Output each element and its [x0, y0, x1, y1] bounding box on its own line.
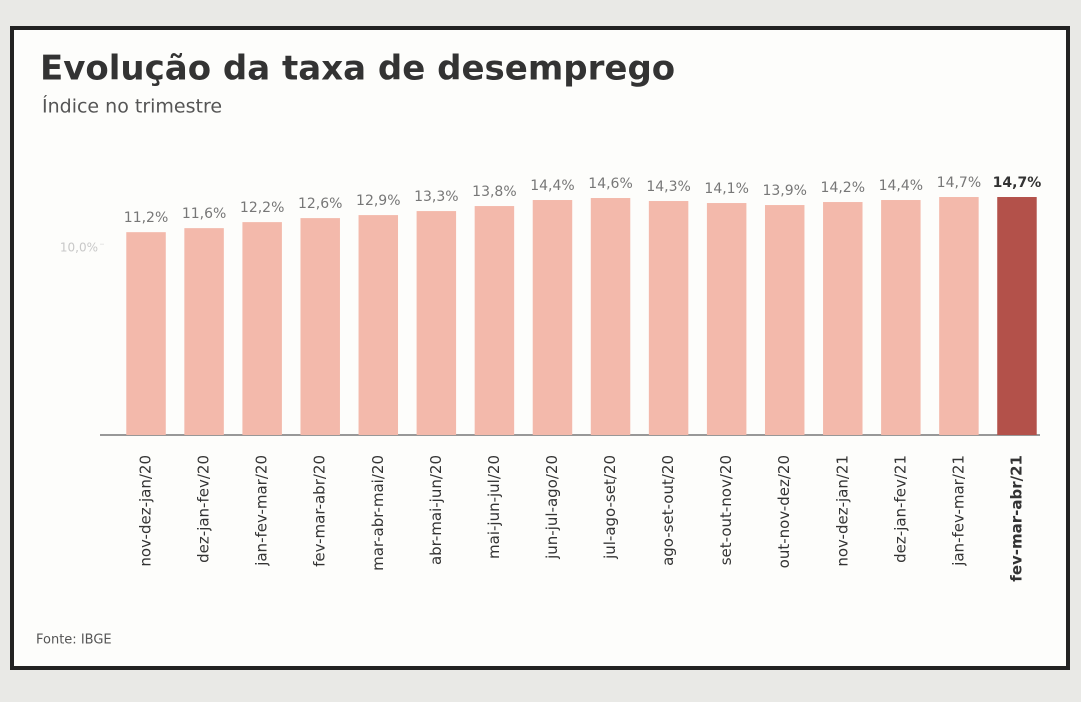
value-label: 14,3% [646, 179, 690, 195]
bar [300, 218, 340, 435]
bar [648, 201, 689, 435]
value-label: 14,4% [530, 178, 574, 194]
value-label: 14,7% [993, 175, 1042, 191]
bar [126, 232, 166, 435]
bar [706, 203, 747, 435]
x-tick-label: dez-jan-fev/21 [891, 455, 909, 563]
x-tick-label: out-nov-dez/20 [775, 455, 793, 568]
x-tick-label: mar-abr-mai/20 [369, 455, 387, 571]
bar [184, 228, 224, 435]
bar [242, 222, 282, 435]
x-tick-label: jun-jul-ago/20 [543, 455, 561, 560]
x-tick-label: ago-set-out/20 [659, 455, 677, 566]
x-tick-label: abr-mai-jun/20 [427, 455, 445, 565]
value-label: 12,9% [356, 193, 400, 209]
bar [590, 198, 631, 435]
x-tick-label: jul-ago-set/20 [601, 455, 619, 560]
x-tick-label: nov-dez-jan/20 [137, 455, 155, 567]
value-label: 13,9% [762, 183, 806, 199]
bar [764, 205, 805, 435]
value-label: 11,2% [124, 210, 168, 226]
bar [997, 197, 1037, 435]
x-tick-label: dez-jan-fev/20 [195, 455, 213, 563]
bar [823, 202, 863, 435]
x-tick-label: fev-mar-abr/21 [1007, 455, 1025, 582]
chart-subtitle: Índice no trimestre [42, 95, 222, 118]
value-label: 14,1% [704, 181, 748, 197]
x-tick-label: mai-jun-jul/20 [485, 455, 503, 559]
x-tick-label: fev-mar-abr/20 [311, 455, 329, 567]
bar [474, 206, 515, 435]
bar [358, 215, 399, 435]
x-tick-label: jan-fev-mar/20 [253, 455, 271, 567]
value-label: 14,4% [879, 178, 923, 194]
value-label: 11,6% [182, 206, 226, 222]
value-label: 13,3% [414, 189, 458, 205]
value-label: 12,2% [240, 200, 284, 216]
bar [416, 211, 457, 435]
x-tick-label: jan-fev-mar/21 [949, 455, 967, 567]
value-label: 12,6% [298, 196, 342, 212]
bar [939, 197, 979, 435]
value-label: 14,6% [588, 176, 632, 192]
source: Fonte: IBGE [36, 633, 112, 648]
y-tick-label: 10,0% [60, 241, 98, 255]
x-tick-label: set-out-nov/20 [717, 455, 735, 565]
value-label: 14,2% [821, 180, 865, 196]
bar [881, 200, 921, 435]
x-tick-label: nov-dez-jan/21 [833, 455, 851, 567]
value-label: 14,7% [937, 175, 981, 191]
bar [532, 200, 573, 435]
chart-title: Evolução da taxa de desemprego [40, 49, 675, 89]
value-label: 13,8% [472, 184, 516, 200]
